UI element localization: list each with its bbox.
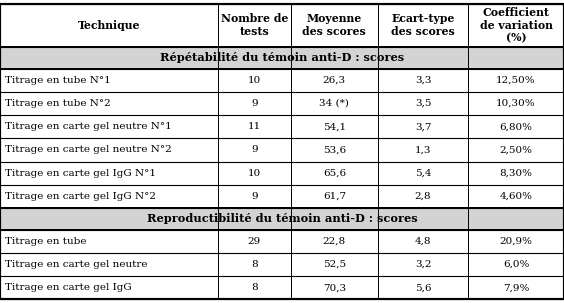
- Text: 26,3: 26,3: [323, 76, 346, 85]
- Bar: [0, 138, 564, 161]
- Text: Titrage en carte gel IgG N°1: Titrage en carte gel IgG N°1: [5, 169, 156, 178]
- Text: Titrage en carte gel neutre N°2: Titrage en carte gel neutre N°2: [5, 145, 171, 155]
- Text: Titrage en carte gel IgG N°2: Titrage en carte gel IgG N°2: [5, 192, 156, 201]
- Text: 34 (*): 34 (*): [319, 99, 349, 108]
- Text: 3,3: 3,3: [415, 76, 431, 85]
- Text: 2,8: 2,8: [415, 192, 431, 201]
- Text: 9: 9: [251, 99, 258, 108]
- Text: 3,2: 3,2: [415, 260, 431, 269]
- Bar: [0, 276, 564, 299]
- Text: Coefficient
de variation
(%): Coefficient de variation (%): [479, 7, 553, 44]
- Bar: [0, 69, 564, 92]
- Text: 52,5: 52,5: [323, 260, 346, 269]
- Text: Répétabilité du témoin anti-D : scores: Répétabilité du témoin anti-D : scores: [160, 52, 404, 63]
- Text: Titrage en tube N°1: Titrage en tube N°1: [5, 76, 111, 85]
- Text: 8: 8: [251, 260, 258, 269]
- Text: Technique: Technique: [78, 20, 140, 31]
- Bar: [0, 208, 564, 230]
- Bar: [0, 161, 564, 185]
- Bar: [0, 47, 564, 69]
- Text: 70,3: 70,3: [323, 283, 346, 292]
- Text: 29: 29: [248, 237, 261, 246]
- Text: 54,1: 54,1: [323, 122, 346, 131]
- Text: Nombre de
tests: Nombre de tests: [221, 13, 288, 37]
- Text: 53,6: 53,6: [323, 145, 346, 155]
- Text: 9: 9: [251, 145, 258, 155]
- Text: 8,30%: 8,30%: [500, 169, 532, 178]
- Text: Titrage en tube N°2: Titrage en tube N°2: [5, 99, 111, 108]
- Text: 6,0%: 6,0%: [503, 260, 529, 269]
- Text: 6,80%: 6,80%: [500, 122, 532, 131]
- Bar: [0, 4, 564, 47]
- Text: 20,9%: 20,9%: [500, 237, 532, 246]
- Text: Titrage en carte gel neutre N°1: Titrage en carte gel neutre N°1: [5, 122, 171, 131]
- Bar: [0, 230, 564, 253]
- Text: Titrage en tube: Titrage en tube: [5, 237, 86, 246]
- Text: Reproductibilité du témoin anti-D : scores: Reproductibilité du témoin anti-D : scor…: [147, 213, 417, 224]
- Text: 65,6: 65,6: [323, 169, 346, 178]
- Text: Ecart-type
des scores: Ecart-type des scores: [391, 13, 455, 37]
- Text: 10,30%: 10,30%: [496, 99, 536, 108]
- Text: 5,4: 5,4: [415, 169, 431, 178]
- Text: 8: 8: [251, 283, 258, 292]
- Text: 2,50%: 2,50%: [500, 145, 532, 155]
- Text: 5,6: 5,6: [415, 283, 431, 292]
- Bar: [0, 253, 564, 276]
- Text: 7,9%: 7,9%: [503, 283, 529, 292]
- Bar: [0, 92, 564, 115]
- Text: 4,60%: 4,60%: [500, 192, 532, 201]
- Text: 9: 9: [251, 192, 258, 201]
- Text: 22,8: 22,8: [323, 237, 346, 246]
- Text: Titrage en carte gel IgG: Titrage en carte gel IgG: [5, 283, 131, 292]
- Text: 61,7: 61,7: [323, 192, 346, 201]
- Text: 11: 11: [248, 122, 261, 131]
- Text: 10: 10: [248, 169, 261, 178]
- Text: 4,8: 4,8: [415, 237, 431, 246]
- Bar: [0, 185, 564, 208]
- Text: 10: 10: [248, 76, 261, 85]
- Text: 12,50%: 12,50%: [496, 76, 536, 85]
- Text: 3,7: 3,7: [415, 122, 431, 131]
- Text: Moyenne
des scores: Moyenne des scores: [302, 13, 366, 37]
- Bar: [0, 115, 564, 138]
- Text: Titrage en carte gel neutre: Titrage en carte gel neutre: [5, 260, 147, 269]
- Text: 3,5: 3,5: [415, 99, 431, 108]
- Text: 1,3: 1,3: [415, 145, 431, 155]
